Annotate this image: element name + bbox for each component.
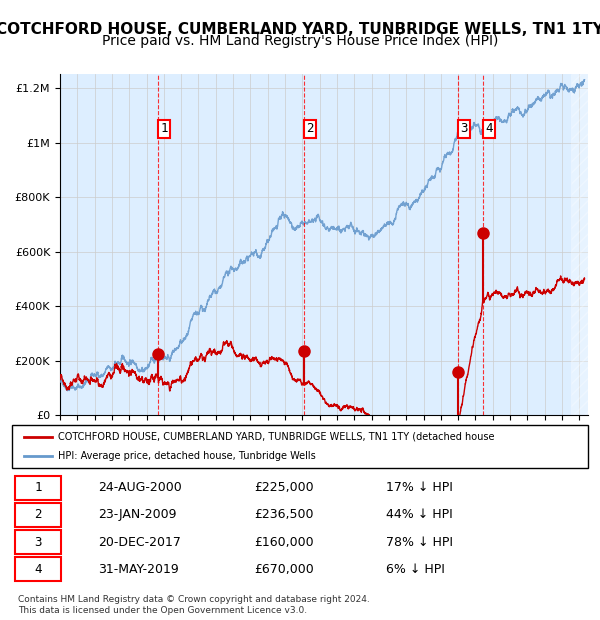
Text: 44% ↓ HPI: 44% ↓ HPI [386,508,453,521]
Text: COTCHFORD HOUSE, CUMBERLAND YARD, TUNBRIDGE WELLS, TN1 1TY: COTCHFORD HOUSE, CUMBERLAND YARD, TUNBRI… [0,22,600,37]
FancyBboxPatch shape [15,476,61,500]
Text: 2: 2 [34,508,41,521]
Text: 6% ↓ HPI: 6% ↓ HPI [386,563,445,576]
Text: 31-MAY-2019: 31-MAY-2019 [98,563,179,576]
Text: 2: 2 [306,123,314,135]
Text: 3: 3 [460,123,468,135]
Text: 4: 4 [34,563,41,576]
Text: COTCHFORD HOUSE, CUMBERLAND YARD, TUNBRIDGE WELLS, TN1 1TY (detached house: COTCHFORD HOUSE, CUMBERLAND YARD, TUNBRI… [58,432,494,442]
Text: 17% ↓ HPI: 17% ↓ HPI [386,481,453,494]
Text: Contains HM Land Registry data © Crown copyright and database right 2024.
This d: Contains HM Land Registry data © Crown c… [18,595,370,614]
Text: £670,000: £670,000 [254,563,314,576]
Text: 20-DEC-2017: 20-DEC-2017 [98,536,181,549]
Text: £160,000: £160,000 [254,536,314,549]
FancyBboxPatch shape [15,530,61,554]
Text: Price paid vs. HM Land Registry's House Price Index (HPI): Price paid vs. HM Land Registry's House … [102,34,498,48]
Text: 24-AUG-2000: 24-AUG-2000 [98,481,182,494]
FancyBboxPatch shape [12,425,588,468]
Text: 23-JAN-2009: 23-JAN-2009 [98,508,177,521]
Text: 3: 3 [34,536,41,549]
Text: 1: 1 [160,123,168,135]
Bar [571,74,588,415]
FancyBboxPatch shape [15,503,61,527]
Text: 78% ↓ HPI: 78% ↓ HPI [386,536,454,549]
Text: 1: 1 [34,481,41,494]
Text: £225,000: £225,000 [254,481,314,494]
Text: 4: 4 [485,123,493,135]
Text: HPI: Average price, detached house, Tunbridge Wells: HPI: Average price, detached house, Tunb… [58,451,316,461]
FancyBboxPatch shape [15,557,61,581]
Text: £236,500: £236,500 [254,508,313,521]
